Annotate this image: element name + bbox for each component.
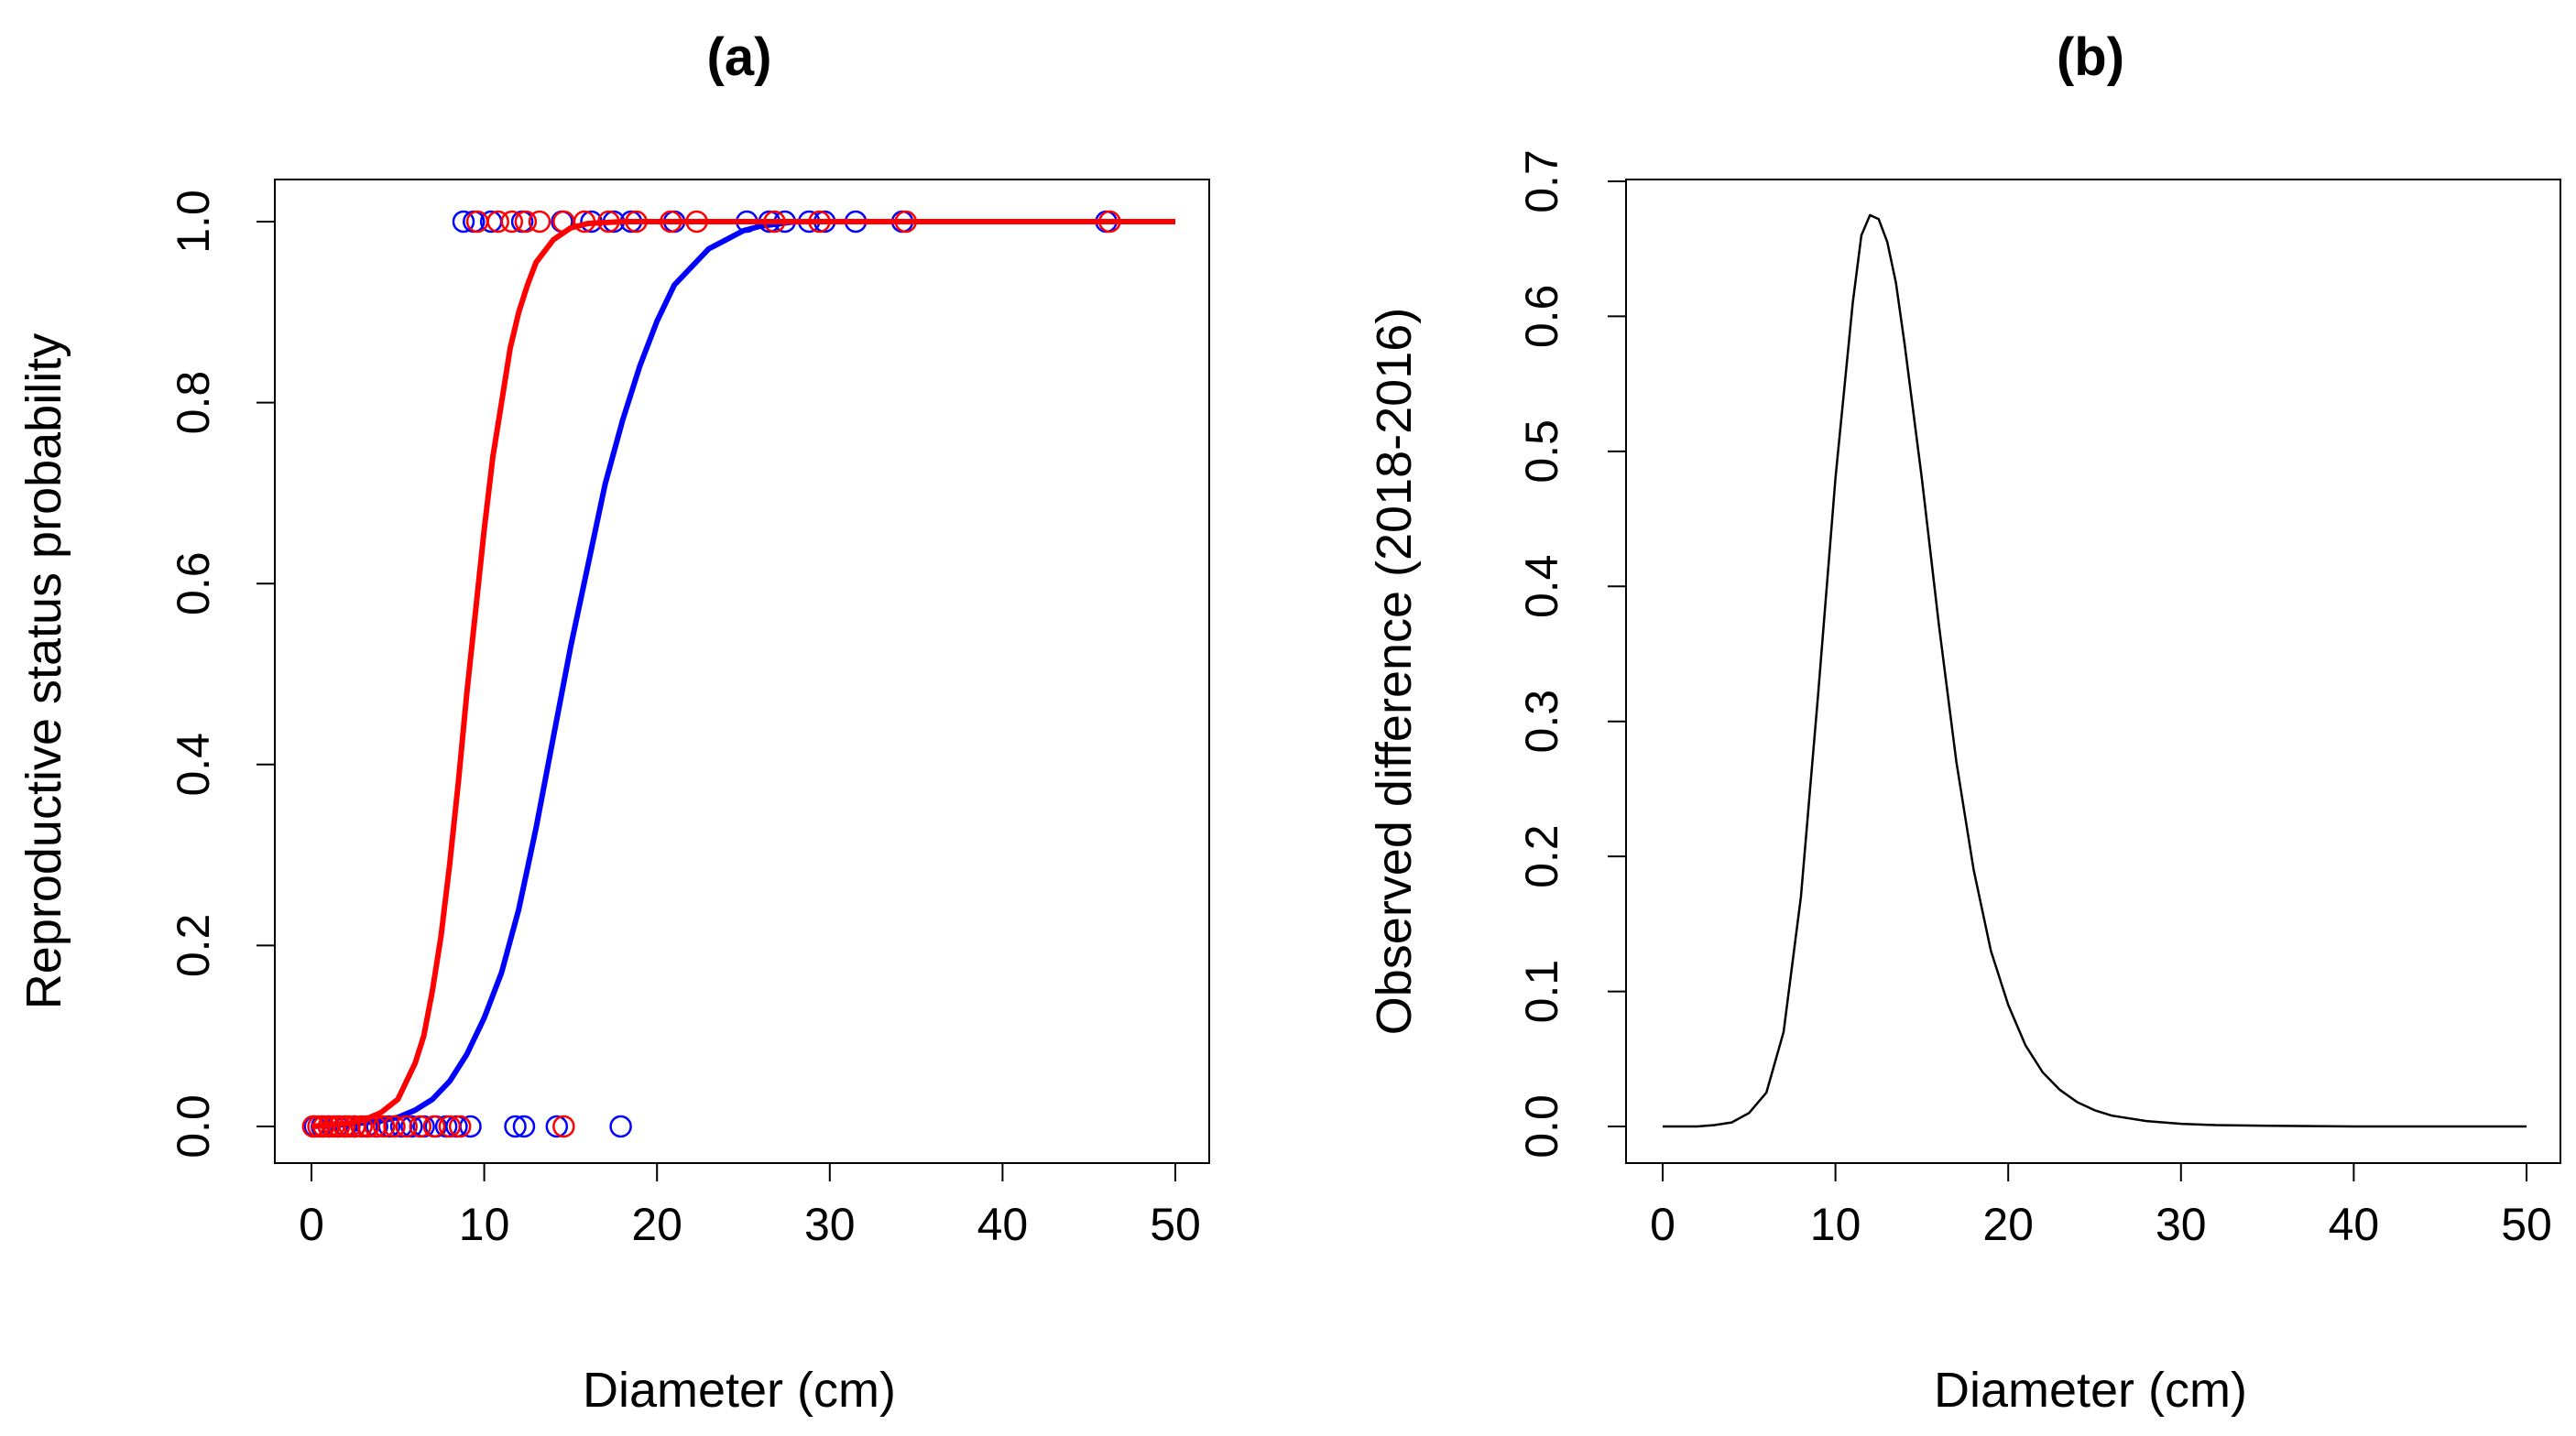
blue-data-point <box>504 1115 527 1138</box>
x-tick-label: 30 <box>804 1199 856 1250</box>
y-tick-label: 0.8 <box>168 371 219 435</box>
red-data-point <box>409 1115 432 1138</box>
panel-b-plot-frame <box>1625 179 2561 1164</box>
y-tick-label: 0.2 <box>168 914 219 978</box>
x-tick-label: 30 <box>2156 1199 2207 1250</box>
red-data-point <box>372 1115 396 1138</box>
panel-b-x-label: Diameter (cm) <box>1934 1363 2247 1418</box>
panel-b-x-axis: 0 10 20 30 40 50 <box>1650 1162 2552 1250</box>
red-data-point <box>364 1115 387 1138</box>
panel-b-y-axis: 0.0 0.1 0.2 0.3 0.4 0.5 0.6 0.7 <box>1516 149 1627 1159</box>
red-data-point <box>356 1115 380 1138</box>
panel-a-x-label: Diameter (cm) <box>583 1363 896 1418</box>
panel-b-y-label: Observed difference (2018-2016) <box>1367 308 1422 1036</box>
red-data-point <box>597 210 620 234</box>
red-data-point <box>327 1115 351 1138</box>
blue-data-point <box>400 1115 423 1138</box>
panel-a-x-axis: 0 10 20 30 40 50 <box>299 1162 1201 1250</box>
red-data-point <box>438 1115 462 1138</box>
y-tick-label: 0.3 <box>1516 690 1567 754</box>
y-tick-label: 1.0 <box>168 190 219 254</box>
y-tick-label: 0.4 <box>168 733 219 797</box>
panel-b-series <box>1663 213 2527 1128</box>
blue-data-point <box>609 1115 632 1138</box>
blue-data-point <box>389 1115 413 1138</box>
blue-data-point <box>545 1115 569 1138</box>
panel-a: (a) 0.0 0.2 0.4 0.6 0.8 1.0 0 10 20 30 40 50 Diame… <box>16 27 1210 1418</box>
x-tick-label: 50 <box>1150 1199 1201 1250</box>
red-data-point <box>552 210 575 234</box>
x-tick-label: 40 <box>977 1199 1029 1250</box>
x-tick-label: 0 <box>299 1199 324 1250</box>
panel-a-title: (a) <box>707 27 772 87</box>
x-tick-label: 0 <box>1650 1199 1675 1250</box>
red-data-point <box>350 1115 373 1138</box>
x-tick-label: 20 <box>631 1199 682 1250</box>
x-tick-label: 10 <box>459 1199 510 1250</box>
red-data-point <box>660 210 682 234</box>
y-tick-label: 0.4 <box>1516 555 1567 619</box>
y-tick-label: 0.0 <box>1516 1094 1567 1159</box>
red-data-point <box>333 1115 356 1138</box>
y-tick-label: 0.0 <box>168 1094 219 1159</box>
y-tick-label: 0.2 <box>1516 824 1567 888</box>
red-data-point <box>1098 210 1121 234</box>
panel-a-y-label: Reproductive status probability <box>16 333 71 1009</box>
red-fitted-curve <box>311 219 1175 1129</box>
panel-a-plot-frame <box>274 179 1210 1164</box>
difference-line <box>1663 213 2527 1128</box>
red-data-point <box>573 210 596 234</box>
red-data-point <box>625 210 648 234</box>
red-data-point <box>552 1115 575 1138</box>
y-tick-label: 0.1 <box>1516 960 1567 1024</box>
y-tick-label: 0.6 <box>168 551 219 615</box>
red-data-point <box>685 210 708 234</box>
red-data-point <box>448 1115 472 1138</box>
y-tick-label: 0.7 <box>1516 149 1567 213</box>
x-tick-label: 50 <box>2501 1199 2552 1250</box>
panel-b: (b) 0.0 0.1 0.2 0.3 0.4 0.5 0.6 0.7 0 10 20 30 40 50… <box>1367 27 2561 1418</box>
red-data-point <box>808 210 831 234</box>
y-tick-label: 0.6 <box>1516 285 1567 349</box>
red-data-point <box>894 210 918 234</box>
blue-fitted-curve <box>311 219 1175 1129</box>
red-data-point <box>395 1115 418 1138</box>
panel-a-series <box>301 210 1175 1138</box>
red-data-point <box>763 210 786 234</box>
red-data-point <box>338 1115 361 1138</box>
red-data-point <box>500 210 524 234</box>
x-tick-label: 10 <box>1810 1199 1861 1250</box>
red-data-point <box>383 1115 406 1138</box>
red-data-point <box>528 210 551 234</box>
x-tick-label: 40 <box>2329 1199 2380 1250</box>
red-data-point <box>486 210 509 234</box>
panel-a-y-axis: 0.0 0.2 0.4 0.6 0.8 1.0 <box>168 190 276 1159</box>
red-data-point <box>514 210 538 234</box>
blue-data-point <box>512 1115 536 1138</box>
blue-data-point <box>452 210 475 234</box>
x-tick-label: 20 <box>1982 1199 2034 1250</box>
panel-b-title: (b) <box>2057 27 2124 87</box>
y-tick-label: 0.5 <box>1516 419 1567 484</box>
red-data-point <box>422 1115 446 1138</box>
